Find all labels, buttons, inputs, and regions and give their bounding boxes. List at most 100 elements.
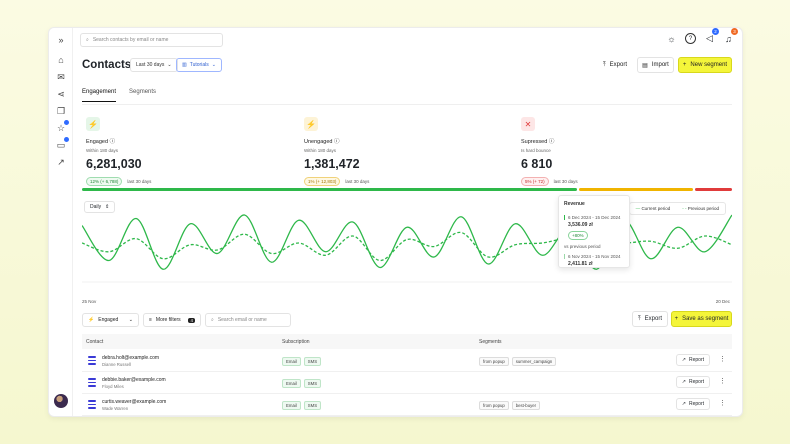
filter-icon: ≡ bbox=[149, 317, 152, 323]
table-search-input[interactable]: ⌕ Search email or name bbox=[205, 313, 291, 327]
tutorials-dropdown[interactable]: ▥ Tutorials ⌄ bbox=[176, 58, 222, 72]
avatar[interactable] bbox=[54, 394, 68, 408]
tab-divider bbox=[82, 104, 732, 105]
export-button[interactable]: ⤒ Export bbox=[596, 57, 634, 73]
table-row[interactable]: curtis.weaver@example.com Wade Warren Emai… bbox=[82, 394, 732, 416]
global-search[interactable]: ⌕ Search contacts by email or name bbox=[80, 33, 223, 47]
message-icon[interactable]: ▭ bbox=[55, 137, 69, 151]
chevron-down-icon: ⌄ bbox=[211, 62, 216, 68]
report-button[interactable]: ↗ Report bbox=[675, 354, 710, 366]
top-icons: ☼ ? ◁ 2 ♫ 3 bbox=[666, 28, 738, 44]
report-button[interactable]: ↗ Report bbox=[675, 398, 710, 410]
info-icon: ⓘ bbox=[548, 139, 555, 145]
segment-tags: from popup best-buyer bbox=[479, 401, 541, 410]
report-button[interactable]: ↗ Report bbox=[675, 376, 710, 388]
bolt-icon: ⚡ bbox=[86, 117, 100, 131]
subscription-tag: SMS bbox=[303, 357, 322, 366]
tab-bar: Engagement Segments bbox=[82, 89, 156, 102]
granularity-dropdown[interactable]: Daily ⇕ bbox=[84, 201, 116, 213]
new-segment-button[interactable]: + New segment bbox=[678, 57, 732, 73]
save-segment-button[interactable]: + Save as segment bbox=[671, 311, 732, 327]
change-badge: +80% bbox=[568, 231, 588, 240]
contact-name: Wade Warren bbox=[102, 406, 129, 411]
previous-period-line bbox=[81, 231, 733, 262]
subscription-tag: Email bbox=[282, 379, 301, 388]
expand-icon[interactable]: » bbox=[58, 35, 64, 45]
upload-icon: ⤒ bbox=[638, 315, 641, 322]
copy-icon[interactable]: ❐ bbox=[56, 105, 66, 116]
period-dropdown[interactable]: Last 30 days ⌄ bbox=[130, 58, 178, 72]
chart-icon: ↗ bbox=[681, 379, 686, 385]
subscription-tag: SMS bbox=[303, 401, 322, 410]
more-icon[interactable]: ⋮ bbox=[719, 378, 726, 385]
engaged-share-bar bbox=[82, 188, 578, 191]
star-icon[interactable]: ☆ bbox=[55, 120, 69, 134]
table-row[interactable]: deanna.curtis@example.comJenny WilsonEma… bbox=[82, 416, 732, 417]
delta-badge: 12% (+ 6,788) bbox=[86, 177, 123, 186]
table-header: Contact Subscription Segments bbox=[82, 334, 732, 349]
chart-icon[interactable]: ↗ bbox=[57, 156, 65, 167]
plus-icon: + bbox=[682, 62, 687, 68]
tab-engagement[interactable]: Engagement bbox=[82, 89, 117, 102]
table-export-button[interactable]: ⤒ Export bbox=[632, 311, 668, 327]
contact-logo-icon bbox=[88, 378, 96, 388]
engagement-chart: Daily ⇕ — Current period - - Previous pe… bbox=[81, 198, 733, 283]
filter-count-badge: 4 bbox=[188, 317, 195, 323]
delta-badge: 1% (+ 12,803) bbox=[304, 177, 341, 186]
chart-legend: — Current period - - Previous period bbox=[628, 202, 726, 215]
suppressed-share-bar bbox=[694, 188, 732, 191]
stat-unengaged: ⚡ Unengaged ⓘ Within 180 days 1,381,472 … bbox=[304, 117, 369, 186]
info-icon: ⓘ bbox=[109, 139, 116, 145]
stat-engaged: ⚡ Engaged ⓘ Within 180 days 6,281,030 12… bbox=[86, 117, 151, 186]
bolt-icon: ⚡ bbox=[88, 317, 95, 323]
subscription-tags: Email SMS bbox=[282, 401, 322, 410]
left-rail: » ⌂ ✉ ⋖ ❐ ☆ ▭ ↗ bbox=[49, 28, 73, 416]
app-window: » ⌂ ✉ ⋖ ❐ ☆ ▭ ↗ ⌕ Search contacts by ema… bbox=[48, 27, 743, 417]
subscription-tag: Email bbox=[282, 401, 301, 410]
unengaged-share-bar bbox=[579, 188, 693, 191]
subscription-tags: Email SMS bbox=[282, 357, 322, 366]
plus-icon: + bbox=[674, 316, 679, 322]
contact-email[interactable]: curtis.weaver@example.com bbox=[102, 399, 167, 405]
contact-email[interactable]: debbie.baker@example.com bbox=[102, 377, 166, 383]
stat-suppressed: ✕ Supressed ⓘ Is hard bounce 6 810 5% (+… bbox=[521, 117, 578, 186]
lightbulb-icon[interactable]: ☼ bbox=[667, 33, 676, 44]
segment-tags: from popup summer_campaign bbox=[479, 357, 557, 366]
share-icon[interactable]: ⋖ bbox=[57, 88, 65, 99]
more-icon[interactable]: ⋮ bbox=[719, 400, 726, 407]
chevron-down-icon: ⌄ bbox=[128, 317, 133, 323]
more-filters-button[interactable]: ≡ More filters 4 bbox=[143, 313, 201, 327]
x-axis-start-label: 25 Nov bbox=[82, 299, 97, 304]
help-icon[interactable]: ? bbox=[685, 33, 696, 44]
search-icon: ⌕ bbox=[86, 37, 89, 43]
segment-tag: best-buyer bbox=[511, 401, 541, 410]
chart-tooltip: Revenue 6 Dec 2024 - 15 Dec 2024 3,536.0… bbox=[558, 195, 630, 268]
segment-tag: summer_campaign bbox=[511, 357, 557, 366]
segment-filter-dropdown[interactable]: ⚡ Engaged ⌄ bbox=[82, 313, 139, 327]
chevron-down-icon: ⌄ bbox=[167, 62, 172, 68]
segment-tag: from popup bbox=[479, 357, 509, 366]
subscription-tag: Email bbox=[282, 357, 301, 366]
bolt-icon: ⚡ bbox=[304, 117, 318, 131]
more-icon[interactable]: ⋮ bbox=[719, 356, 726, 363]
contact-email[interactable]: debra.holt@example.com bbox=[102, 355, 160, 361]
table-row[interactable]: debra.holt@example.com Dianne Russell Emai… bbox=[82, 350, 732, 372]
bell-icon[interactable]: ♫ 3 bbox=[723, 28, 738, 44]
contact-logo-icon bbox=[88, 400, 96, 410]
inbox-icon[interactable]: ✉ bbox=[57, 71, 65, 82]
contact-name: Floyd Miles bbox=[102, 384, 124, 389]
import-button[interactable]: ▤ Import bbox=[637, 57, 674, 73]
upload-icon: ⤒ bbox=[603, 61, 606, 68]
contact-logo-icon bbox=[88, 356, 96, 366]
home-icon[interactable]: ⌂ bbox=[58, 55, 64, 65]
delta-badge: 5% (+ 72) bbox=[521, 177, 549, 186]
book-icon: ▥ bbox=[182, 62, 187, 68]
subscription-tags: Email SMS bbox=[282, 379, 322, 388]
megaphone-icon[interactable]: ◁ 2 bbox=[704, 28, 719, 44]
chart-icon: ↗ bbox=[681, 401, 686, 407]
table-row[interactable]: debbie.baker@example.com Floyd Miles Email… bbox=[82, 372, 732, 394]
tab-segments[interactable]: Segments bbox=[129, 89, 157, 95]
subscription-tag: SMS bbox=[303, 379, 322, 388]
segment-tag: from popup bbox=[479, 401, 509, 410]
chevron-updown-icon: ⇕ bbox=[105, 204, 110, 210]
